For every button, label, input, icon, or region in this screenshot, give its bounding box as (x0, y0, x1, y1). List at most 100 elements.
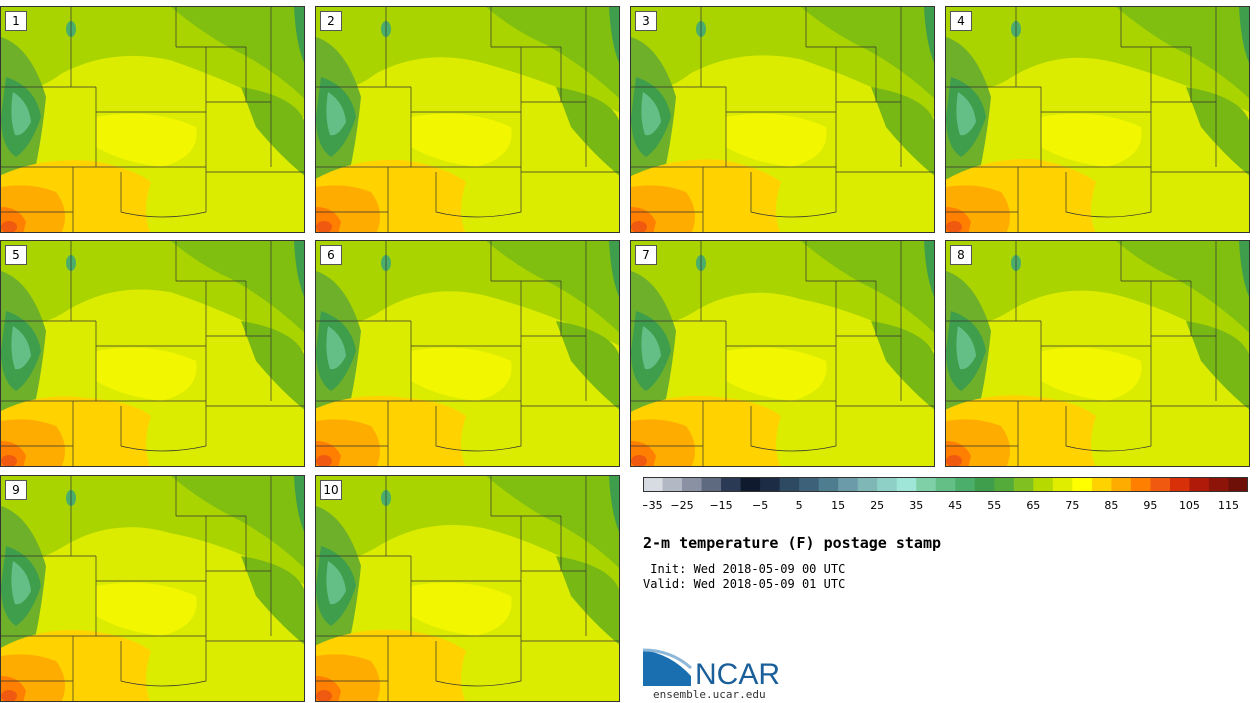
hot-spot (631, 455, 647, 466)
mountain-peak (326, 326, 346, 370)
plains-region (96, 582, 197, 636)
state-boundaries (946, 241, 1249, 466)
colorbar-tick-label: 85 (1104, 499, 1118, 512)
lake-region (294, 241, 304, 297)
mountain-peak (641, 326, 661, 370)
ncar-logo-mark (643, 650, 691, 686)
hot-spot (631, 221, 647, 232)
lake-region (1239, 241, 1249, 297)
cool-green-region (871, 321, 934, 410)
hot-spot (946, 221, 962, 232)
colorbar-swatch (818, 477, 839, 492)
colorbar-swatch (1033, 477, 1054, 492)
state-boundaries (946, 7, 1249, 232)
hot-spot (316, 455, 332, 466)
mountain-peak (11, 326, 31, 370)
lake-region (924, 241, 934, 297)
colorbar-swatch (643, 477, 664, 492)
ncar-logo: NCAR (643, 648, 780, 688)
colorbar-tick-label: 45 (948, 499, 962, 512)
colorbar-swatch (779, 477, 800, 492)
hot-spot (316, 690, 332, 701)
temperature-map (316, 7, 619, 232)
colorbar-tick-label: 55 (987, 499, 1001, 512)
cool-green-region (1186, 321, 1249, 410)
cool-green-region (871, 87, 934, 176)
cool-green-region (241, 321, 304, 410)
map-panel-3: 3 (630, 6, 935, 233)
temperature-map (1, 476, 304, 701)
colorbar-swatch (721, 477, 742, 492)
state-boundaries (631, 7, 934, 232)
temperature-map (316, 241, 619, 466)
init-time: Init: Wed 2018-05-09 00 UTC (643, 562, 846, 576)
colorbar-swatch (1111, 477, 1132, 492)
figure-title: 2-m temperature (F) postage stamp (643, 534, 942, 552)
panel-number: 8 (950, 245, 972, 265)
colorbar-swatch (1052, 477, 1073, 492)
valid-time: Valid: Wed 2018-05-09 01 UTC (643, 577, 846, 591)
temperature-map (946, 241, 1249, 466)
map-panel-10: 10 (315, 475, 620, 702)
map-panel-7: 7 (630, 240, 935, 467)
mountain-peak (641, 92, 661, 136)
time-info: Init: Wed 2018-05-09 00 UTC Valid: Wed 20… (643, 562, 845, 592)
mountain-peak (326, 561, 346, 605)
temperature-map (1, 241, 304, 466)
colorbar-tick-label: −35 (643, 499, 663, 512)
panel-number: 3 (635, 11, 657, 31)
colorbar-swatch (701, 477, 722, 492)
plains-region (96, 113, 197, 167)
cool-green-region (556, 556, 619, 645)
colorbar-tick-label: 15 (831, 499, 845, 512)
colorbar-tick-label: 105 (1179, 499, 1200, 512)
colorbar-tick-label: −15 (709, 499, 732, 512)
colorbar-swatch (896, 477, 917, 492)
map-panel-8: 8 (945, 240, 1250, 467)
colorbar-swatch (916, 477, 937, 492)
hot-spot (1, 221, 17, 232)
plains-region (96, 347, 197, 401)
panel-number: 7 (635, 245, 657, 265)
colorbar-tick-label: 115 (1218, 499, 1239, 512)
map-panel-2: 2 (315, 6, 620, 233)
colorbar-swatch (1130, 477, 1151, 492)
ncar-logo-text: NCAR (695, 658, 780, 688)
cool-green-region (1186, 87, 1249, 176)
colorbar-swatch (760, 477, 781, 492)
panel-number: 4 (950, 11, 972, 31)
mountain-peak (956, 326, 976, 370)
temperature-map (631, 241, 934, 466)
plains-region (411, 582, 512, 636)
lake-region (1239, 7, 1249, 63)
map-panel-5: 5 (0, 240, 305, 467)
cool-green-region (556, 87, 619, 176)
colorbar-swatch (682, 477, 703, 492)
colorbar-swatch (1189, 477, 1210, 492)
state-boundaries (1, 241, 304, 466)
colorbar-swatch (1228, 477, 1248, 492)
mountain-peak (326, 92, 346, 136)
mountain-peak (11, 92, 31, 136)
hot-spot (946, 455, 962, 466)
panel-number: 5 (5, 245, 27, 265)
hot-spot (1, 455, 17, 466)
colorbar-swatch (740, 477, 761, 492)
plains-region (726, 347, 827, 401)
plains-region (1041, 347, 1142, 401)
map-panel-9: 9 (0, 475, 305, 702)
mountain-peak (11, 561, 31, 605)
hot-spot (316, 221, 332, 232)
colorbar-swatch (857, 477, 878, 492)
hot-spot (1, 690, 17, 701)
colorbar-tick-label: −5 (752, 499, 768, 512)
colorbar-swatch (1169, 477, 1190, 492)
cool-green-region (241, 87, 304, 176)
cool-green-region (556, 321, 619, 410)
colorbar-tick-label: 25 (870, 499, 884, 512)
colorbar-swatch (974, 477, 995, 492)
panel-number: 9 (5, 480, 27, 500)
colorbar-swatch (955, 477, 976, 492)
panel-number: 10 (320, 480, 342, 500)
temperature-map (1, 7, 304, 232)
